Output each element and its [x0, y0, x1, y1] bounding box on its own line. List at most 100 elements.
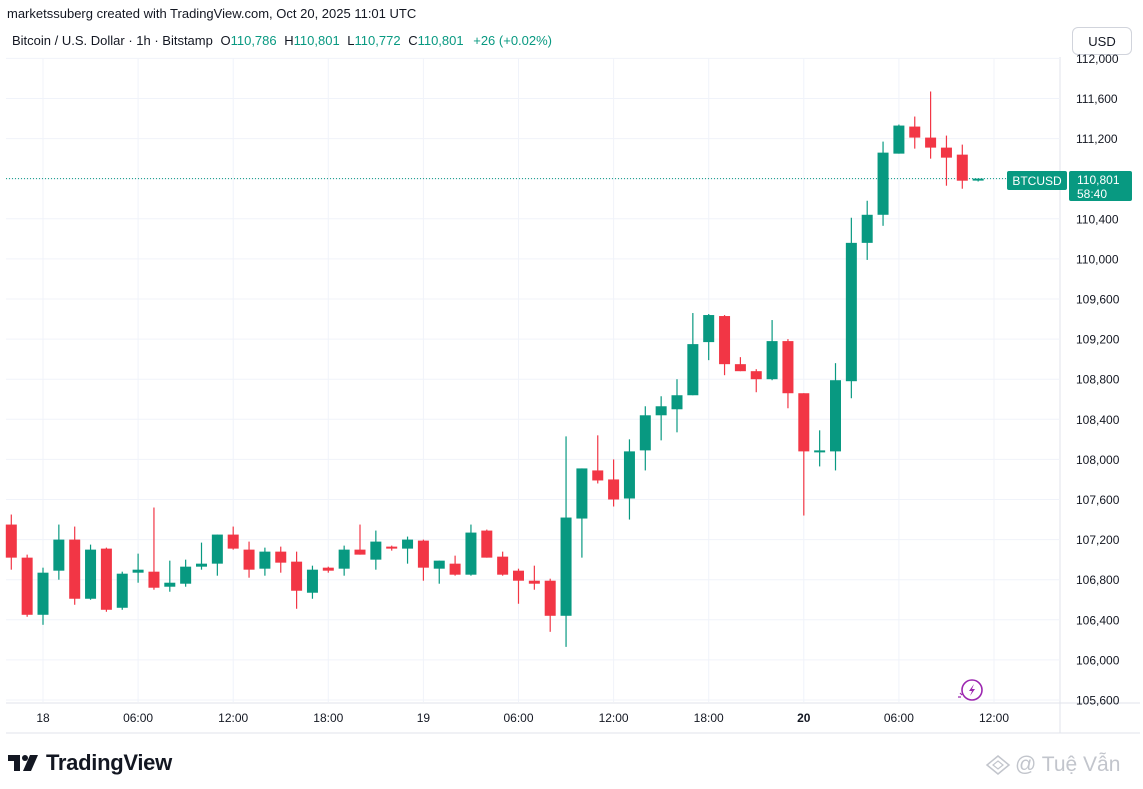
price-change: +26 (+0.02%) — [473, 33, 553, 48]
candle-body — [275, 551, 287, 563]
candle — [402, 536, 414, 564]
candle — [338, 545, 350, 576]
candle — [703, 314, 715, 361]
y-tick-label: 106,800 — [1076, 573, 1120, 587]
ohlc-open-label: O — [220, 33, 231, 48]
candle — [576, 468, 588, 558]
candles — [5, 91, 984, 647]
watermark-diamond-icon — [985, 755, 1011, 775]
candle-body — [687, 344, 699, 396]
candle-body — [671, 395, 683, 410]
candle-body — [608, 479, 620, 500]
price-axis[interactable]: 105,600 106,000 106,400 106,800 107,200 107,6… — [1076, 52, 1120, 708]
candle — [275, 546, 287, 573]
candle-body — [655, 406, 667, 416]
candle-body — [53, 539, 65, 571]
candle-body — [972, 178, 984, 181]
x-tick-label: 18:00 — [694, 711, 724, 725]
watermark-text: @ Tuệ Vẫn — [1015, 753, 1121, 776]
time-axis[interactable]: 18 06:00 12:00 18:00 19 06:00 12:00 18:00 20 06:0… — [36, 711, 1009, 725]
candle — [608, 459, 620, 507]
candle — [877, 141, 889, 226]
symbol-title[interactable]: Bitcoin / U.S. Dollar · 1h · Bitstamp — [12, 33, 213, 48]
ohlc-high-value: 110,801 — [293, 33, 340, 48]
candle — [481, 529, 493, 558]
x-tick-label: 12:00 — [218, 711, 248, 725]
symbol-legend: Bitcoin / U.S. Dollar · 1h · Bitstamp O 1… — [12, 33, 552, 48]
candle-body — [623, 451, 635, 499]
x-tick-label: 18:00 — [313, 711, 343, 725]
candle-body — [893, 125, 905, 154]
ohlc-high-label: H — [284, 33, 294, 48]
candle-body — [592, 470, 604, 481]
candle — [53, 524, 65, 580]
candle-body — [21, 557, 33, 615]
candle — [85, 544, 97, 600]
symbol-tag-bg — [1007, 171, 1067, 190]
candle-body — [116, 573, 128, 608]
candle-body — [148, 571, 160, 588]
candle-body — [449, 563, 461, 575]
candle-body — [291, 561, 303, 591]
candle — [164, 560, 176, 592]
candle — [719, 315, 731, 376]
candle-body — [338, 549, 350, 569]
candle-body — [306, 569, 318, 593]
candle-body — [560, 517, 572, 616]
candle-body — [497, 556, 509, 575]
candle-body — [465, 532, 477, 575]
candle — [69, 526, 81, 605]
y-tick-label: 111,200 — [1076, 132, 1118, 146]
ohlc-close-label: C — [408, 33, 418, 48]
chart-grid — [6, 57, 1140, 734]
y-tick-label: 108,400 — [1076, 413, 1120, 427]
watermark: @ Tuệ Vẫn — [985, 753, 1120, 777]
ohlc-low-value: 110,772 — [354, 33, 401, 48]
candle — [180, 559, 192, 587]
price-tag-bg — [1069, 171, 1132, 201]
candle — [37, 567, 49, 625]
candle-body — [798, 393, 810, 452]
bolt-icon[interactable] — [958, 679, 983, 701]
candle — [671, 379, 683, 433]
candle-body — [544, 580, 556, 616]
y-tick-label: 109,200 — [1076, 333, 1120, 347]
candle — [291, 551, 303, 609]
candle-body — [85, 549, 97, 599]
candle-body — [402, 539, 414, 549]
candle-body — [37, 572, 49, 615]
tradingview-logo-text: TradingView — [46, 750, 172, 775]
x-tick-label: 12:00 — [599, 711, 629, 725]
candle-body — [734, 364, 746, 372]
candle-body — [576, 468, 588, 519]
symbol-tag-text: BTCUSD — [1012, 174, 1062, 188]
candle-body — [861, 214, 873, 243]
candle — [243, 541, 255, 578]
candle-body — [69, 539, 81, 599]
price-tag-value: 110,801 — [1077, 173, 1120, 187]
tradingview-logo[interactable]: TradingView — [8, 750, 172, 776]
x-tick-label: 20 — [797, 711, 811, 725]
candle — [830, 363, 841, 471]
x-tick-label: 19 — [417, 711, 431, 725]
candle-body — [417, 540, 429, 568]
candle-body — [513, 570, 524, 581]
candle — [639, 406, 651, 471]
y-tick-label: 107,200 — [1076, 533, 1120, 547]
candle — [655, 396, 667, 441]
candle — [354, 524, 366, 555]
x-tick-label: 06:00 — [503, 711, 533, 725]
currency-button[interactable]: USD — [1072, 27, 1132, 55]
candle-body — [956, 154, 968, 181]
y-tick-label: 110,400 — [1076, 212, 1119, 226]
candle — [814, 430, 826, 467]
chart-credit: marketssuberg created with TradingView.c… — [7, 6, 417, 21]
candle-body — [164, 582, 176, 587]
candle — [623, 439, 635, 520]
candle-body — [100, 548, 112, 610]
candle-body — [370, 541, 382, 560]
candle-body — [845, 242, 857, 382]
candle-body — [211, 534, 223, 564]
candle-body — [196, 563, 207, 567]
